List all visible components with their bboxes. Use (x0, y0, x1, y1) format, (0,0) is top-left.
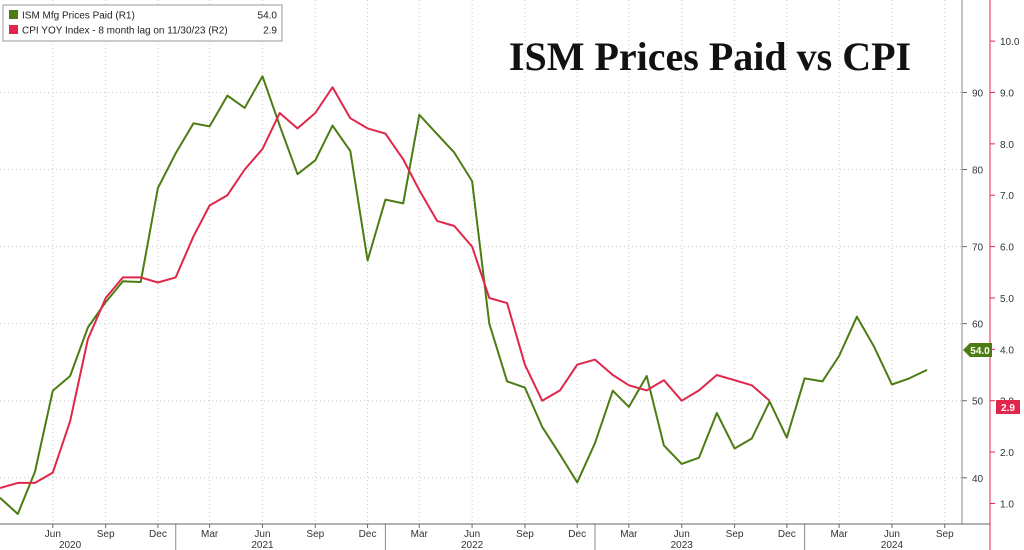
x-tick-label: Dec (568, 529, 586, 540)
last-value-flag-ism: 54.0 (963, 343, 992, 357)
x-tick-label: Dec (149, 529, 167, 540)
x-year-label: 2024 (881, 540, 904, 550)
x-tick-label: Sep (97, 529, 115, 540)
r2-tick-label: 5.0 (1000, 294, 1014, 305)
r1-tick-label: 70 (972, 243, 984, 254)
series-line-ism (0, 75, 928, 515)
last-value-flag-cpi: 2.9 (996, 400, 1020, 414)
series-layer (0, 75, 928, 515)
x-tick-label: Sep (516, 529, 534, 540)
x-year-label: 2023 (671, 540, 694, 550)
r1-tick-label: 40 (972, 474, 984, 485)
x-tick-label: Dec (359, 529, 377, 540)
x-tick-label: Jun (45, 529, 61, 540)
x-tick-label: Mar (620, 529, 638, 540)
x-tick-label: Jun (254, 529, 270, 540)
x-tick-label: Sep (306, 529, 324, 540)
r2-tick-label: 2.0 (1000, 448, 1014, 459)
r2-tick-label: 9.0 (1000, 88, 1014, 99)
x-tick-label: Dec (778, 529, 796, 540)
x-tick-label: Mar (201, 529, 219, 540)
legend-swatch-ism (9, 10, 18, 19)
axis-labels: Jun Sep Dec Mar Jun Sep Dec Mar Jun Sep Dec Mar Jun S… (45, 37, 1020, 550)
x-year-label: 2021 (251, 540, 274, 550)
x-tick-label: Sep (726, 529, 744, 540)
x-tick-label: Jun (884, 529, 900, 540)
last-value-label-cpi: 2.9 (1001, 403, 1015, 414)
r1-tick-label: 50 (972, 397, 984, 408)
x-tick-label: Jun (674, 529, 690, 540)
last-value-label-ism: 54.0 (970, 346, 990, 357)
x-tick-label: Mar (830, 529, 848, 540)
r2-tick-label: 4.0 (1000, 345, 1014, 356)
legend-swatch-cpi (9, 25, 18, 34)
r1-tick-label: 80 (972, 166, 984, 177)
r2-tick-label: 7.0 (1000, 191, 1014, 202)
x-year-label: 2022 (461, 540, 484, 550)
x-tick-label: Jun (464, 529, 480, 540)
series-line-cpi (0, 86, 771, 489)
legend: ISM Mfg Prices Paid (R1) 54.0 CPI YOY In… (2, 4, 283, 42)
r2-tick-label: 10.0 (1000, 37, 1020, 48)
r1-tick-label: 60 (972, 320, 984, 331)
legend-value-ism: 54.0 (258, 11, 278, 22)
legend-value-cpi: 2.9 (263, 26, 277, 37)
r2-tick-label: 8.0 (1000, 140, 1014, 151)
legend-label-cpi: CPI YOY Index - 8 month lag on 11/30/23 … (22, 26, 228, 37)
r2-tick-label: 1.0 (1000, 499, 1014, 510)
legend-label-ism: ISM Mfg Prices Paid (R1) (22, 11, 135, 22)
axes (0, 0, 995, 550)
x-tick-label: Sep (936, 529, 954, 540)
chart-title: ISM Prices Paid vs CPI (509, 34, 911, 79)
r1-tick-label: 90 (972, 88, 984, 99)
x-year-label: 2020 (59, 540, 82, 550)
x-tick-label: Mar (411, 529, 429, 540)
r2-tick-label: 6.0 (1000, 243, 1014, 254)
